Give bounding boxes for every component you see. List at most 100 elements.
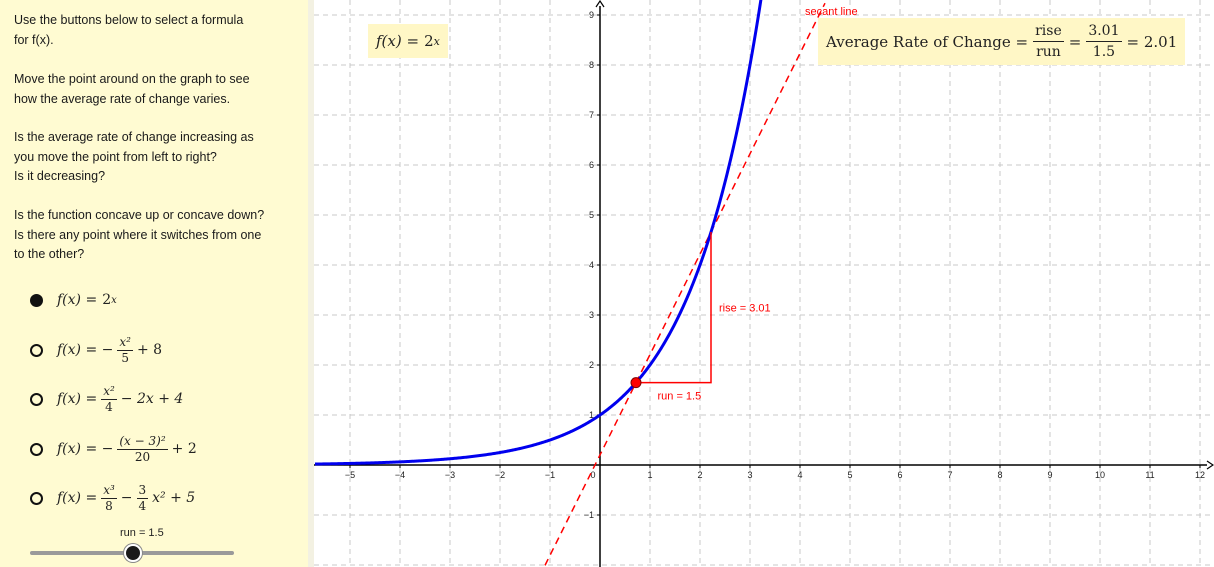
formula-lhs: f(x) = bbox=[57, 391, 98, 407]
x-tick-label: −5 bbox=[345, 470, 355, 480]
run-value: 1.5 bbox=[1092, 44, 1116, 60]
run-label: run = 1.5 bbox=[658, 391, 702, 403]
y-tick-label: 5 bbox=[589, 210, 594, 220]
fraction-denominator: 5 bbox=[121, 350, 129, 365]
question-line: Is there any point where it switches fro… bbox=[14, 227, 262, 242]
formula-fraction: x² 5 bbox=[117, 334, 133, 365]
run-word: run bbox=[1036, 44, 1061, 60]
x-tick-label: −4 bbox=[395, 470, 405, 480]
x-tick-label: 10 bbox=[1095, 470, 1105, 480]
radio-button[interactable] bbox=[30, 442, 43, 456]
x-tick-label: 0 bbox=[590, 470, 595, 480]
radio-button[interactable] bbox=[30, 293, 43, 307]
fraction-denominator: 4 bbox=[138, 498, 147, 513]
question-increasing: Is the average rate of change increasing… bbox=[14, 128, 299, 187]
x-tick-label: 4 bbox=[797, 470, 802, 480]
question-line: Is the average rate of change increasing… bbox=[14, 130, 254, 144]
fraction-numerator: (x − 3)² bbox=[117, 433, 168, 450]
radio-button[interactable] bbox=[30, 392, 43, 406]
formula-lhs: f(x) = bbox=[57, 490, 98, 506]
rate-result: = 2.01 bbox=[1126, 32, 1178, 51]
formula-text: f(x) = − x² 5 + 8 bbox=[57, 334, 163, 365]
x-tick-label: −2 bbox=[495, 470, 505, 480]
x-tick-label: 5 bbox=[847, 470, 852, 480]
instruction-line: how the average rate of change varies. bbox=[14, 91, 231, 106]
formula-rest: + 8 bbox=[136, 342, 163, 358]
y-tick-label: 3 bbox=[589, 310, 594, 320]
y-tick-label: 9 bbox=[589, 10, 594, 20]
y-tick-label: −1 bbox=[584, 510, 594, 520]
y-tick-label: 7 bbox=[589, 110, 594, 120]
formula-option-quadratic[interactable]: f(x) = x² 4 − 2x + 4 bbox=[30, 384, 183, 414]
rate-label: Average Rate of Change = bbox=[826, 32, 1029, 51]
run-slider[interactable] bbox=[30, 544, 234, 562]
slider-handle[interactable] bbox=[124, 544, 142, 562]
rise-run-values: 3.01 1.5 bbox=[1086, 22, 1122, 61]
question-line: Is it decreasing? bbox=[14, 169, 106, 184]
instruction-line: Move the point around on the graph to se… bbox=[14, 72, 250, 86]
formula-text: f(x) = x² 4 − 2x + 4 bbox=[57, 383, 184, 414]
rise-value: 3.01 bbox=[1086, 22, 1122, 42]
instruction-select-formula: Use the buttons below to select a formul… bbox=[14, 11, 299, 50]
radio-button[interactable] bbox=[30, 343, 43, 357]
x-tick-label: −3 bbox=[445, 470, 455, 480]
grid bbox=[314, 0, 1214, 567]
formula-rest: x² + 5 bbox=[152, 490, 196, 506]
fraction-numerator: x² bbox=[101, 383, 117, 400]
x-tick-label: 6 bbox=[897, 470, 902, 480]
formula-rest: − 2x + 4 bbox=[120, 391, 184, 407]
formula-fraction: (x − 3)² 20 bbox=[117, 433, 168, 464]
x-axis-arrow bbox=[1206, 460, 1214, 470]
fraction-denominator: 4 bbox=[105, 399, 113, 414]
secant-line-label: secant line bbox=[805, 6, 858, 18]
y-tick-label: 6 bbox=[589, 160, 594, 170]
rise-label: rise = 3.01 bbox=[719, 302, 771, 314]
x-tick-label: 11 bbox=[1145, 470, 1154, 480]
instruction-line: Use the buttons below to select a formul… bbox=[14, 13, 244, 27]
question-concavity: Is the function concave up or concave do… bbox=[14, 206, 299, 265]
secant-line bbox=[544, 2, 826, 566]
formula-option-neg-quadratic[interactable]: f(x) = − x² 5 + 8 bbox=[30, 335, 162, 365]
formula-exponent: x bbox=[433, 34, 440, 48]
fraction-numerator: x² bbox=[117, 334, 133, 351]
x-tick-label: 12 bbox=[1195, 470, 1205, 480]
radio-button[interactable] bbox=[30, 491, 43, 505]
x-tick-label: 3 bbox=[747, 470, 752, 480]
x-tick-label: 7 bbox=[947, 470, 952, 480]
average-rate-box: Average Rate of Change = rise run = 3.01 1… bbox=[818, 18, 1186, 65]
equals-sign: = bbox=[1068, 32, 1082, 51]
formula-lhs: f(x) = bbox=[376, 32, 420, 50]
y-tick-label: 1 bbox=[589, 410, 594, 420]
y-tick-label: 8 bbox=[589, 60, 594, 70]
rise-word: rise bbox=[1033, 22, 1064, 42]
question-line: you move the point from left to right? bbox=[14, 149, 217, 164]
draggable-point[interactable] bbox=[630, 377, 642, 389]
formula-lhs: f(x) = − bbox=[57, 441, 114, 457]
sidebar: Use the buttons below to select a formul… bbox=[0, 0, 308, 567]
formula-exponent: x bbox=[111, 294, 117, 306]
formula-base: 2 bbox=[102, 292, 112, 308]
formula-fraction: x² 4 bbox=[101, 383, 117, 414]
fraction-denominator: 20 bbox=[134, 449, 151, 464]
formula-lhs: f(x) = − bbox=[57, 342, 114, 358]
fraction-denominator: 8 bbox=[105, 498, 113, 513]
question-line: to the other? bbox=[14, 247, 85, 262]
fraction-numerator: x³ bbox=[101, 482, 117, 499]
formula-text: f(x) = − (x − 3)² 20 + 2 bbox=[57, 433, 197, 464]
question-line: Is the function concave up or concave do… bbox=[14, 208, 265, 222]
formula-lhs: f(x) = bbox=[57, 292, 98, 308]
x-tick-label: 2 bbox=[697, 470, 702, 480]
rise-run-triangle bbox=[636, 232, 712, 384]
x-tick-label: 1 bbox=[647, 470, 652, 480]
formula-option-shifted-quadratic[interactable]: f(x) = − (x − 3)² 20 + 2 bbox=[30, 434, 197, 464]
formula-rest: + 2 bbox=[171, 441, 197, 457]
function-curve bbox=[314, 0, 763, 466]
instruction-line: for f(x). bbox=[14, 32, 54, 47]
